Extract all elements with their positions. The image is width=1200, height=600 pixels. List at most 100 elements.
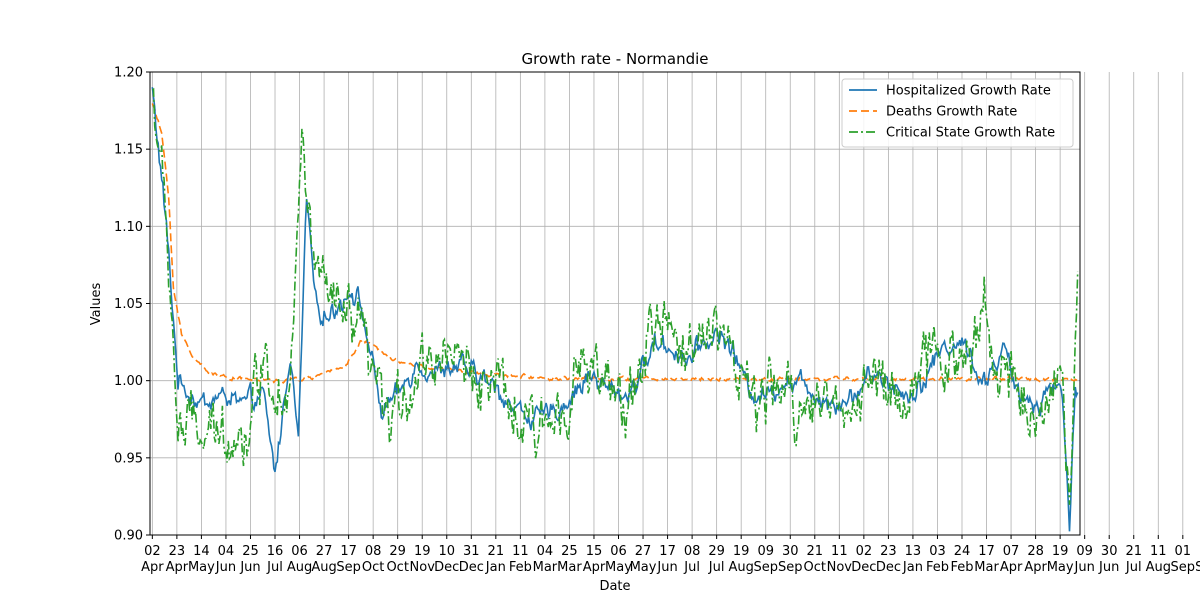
- x-tick-day: 02: [144, 544, 161, 559]
- x-tick-month: Sep: [336, 560, 361, 575]
- x-tick-day: 04: [537, 544, 554, 559]
- y-tick-label: 1.20: [114, 66, 143, 81]
- x-tick-month: Jun: [1074, 560, 1095, 575]
- x-tick-day: 30: [782, 544, 799, 559]
- y-axis: 0.90 0.95 1.00 1.05 1.10 1.15 1.20: [114, 66, 150, 544]
- x-tick-month: Jun: [215, 560, 236, 575]
- x-tick-month: Jul: [683, 560, 700, 575]
- y-axis-label: Values: [89, 283, 104, 326]
- x-tick-day: 30: [1101, 544, 1118, 559]
- x-tick-day: 21: [1125, 544, 1142, 559]
- x-tick-day: 21: [488, 544, 505, 559]
- x-tick-month: Aug: [287, 560, 312, 575]
- x-tick-month: Oct: [362, 560, 384, 575]
- x-tick-day: 16: [267, 544, 284, 559]
- series-line-1: [151, 103, 1079, 384]
- x-tick-month: Oct: [386, 560, 408, 575]
- x-tick-month: Mar: [974, 560, 999, 575]
- x-tick-day: 25: [242, 544, 259, 559]
- x-tick-day: 11: [512, 544, 529, 559]
- x-tick-month: Jan: [902, 560, 923, 575]
- x-tick-day: 19: [414, 544, 431, 559]
- x-tick-day: 06: [610, 544, 627, 559]
- y-tick-label: 1.00: [114, 374, 143, 389]
- x-tick-day: 24: [954, 544, 971, 559]
- x-tick-day: 10: [438, 544, 455, 559]
- x-tick-day: 23: [169, 544, 186, 559]
- x-tick-day: 06: [291, 544, 308, 559]
- x-tick-month: Jul: [1125, 560, 1142, 575]
- x-tick-day: 25: [561, 544, 578, 559]
- x-tick-month: Oct: [804, 560, 826, 575]
- x-tick-day: 08: [684, 544, 701, 559]
- x-tick-day: 09: [757, 544, 774, 559]
- x-tick-month: May: [630, 560, 657, 575]
- x-tick-month: Feb: [950, 560, 973, 575]
- x-tick-month: Sep: [778, 560, 803, 575]
- legend: Hospitalized Growth Rate Deaths Growth Ra…: [841, 78, 1074, 148]
- x-axis: 02Apr23Apr14May04Jun25Jun16Jul06Aug27Aug…: [141, 535, 1200, 575]
- x-tick-month: Feb: [926, 560, 949, 575]
- legend-box: [841, 78, 1074, 148]
- x-tick-day: 13: [905, 544, 922, 559]
- x-tick-month: Jan: [485, 560, 506, 575]
- x-tick-month: Jul: [266, 560, 283, 575]
- legend-label-2: Critical State Growth Rate: [886, 126, 1055, 141]
- x-tick-month: Aug: [728, 560, 753, 575]
- y-tick-label: 1.15: [114, 143, 143, 158]
- x-tick-day: 09: [1076, 544, 1093, 559]
- x-tick-day: 02: [856, 544, 873, 559]
- chart-title: Growth rate - Normandie: [521, 50, 708, 68]
- x-tick-month: Dec: [434, 560, 459, 575]
- legend-label-0: Hospitalized Growth Rate: [886, 84, 1051, 99]
- x-tick-month: Dec: [851, 560, 876, 575]
- x-tick-month: Jun: [656, 560, 677, 575]
- x-tick-day: 11: [831, 544, 848, 559]
- x-tick-month: Jul: [708, 560, 725, 575]
- x-tick-day: 17: [978, 544, 995, 559]
- x-tick-month: Mar: [533, 560, 558, 575]
- x-tick-day: 07: [1003, 544, 1020, 559]
- x-tick-day: 08: [365, 544, 382, 559]
- x-tick-month: Nov: [410, 560, 436, 575]
- x-tick-day: 27: [316, 544, 333, 559]
- x-tick-month: May: [1047, 560, 1074, 575]
- x-tick-month: Apr: [141, 560, 164, 575]
- series-line-2: [151, 87, 1079, 505]
- x-tick-day: 01: [1175, 544, 1192, 559]
- x-tick-month: Mar: [557, 560, 582, 575]
- x-tick-day: 11: [1150, 544, 1167, 559]
- x-tick-day: 27: [635, 544, 652, 559]
- x-tick-month: May: [188, 560, 215, 575]
- x-tick-day: 19: [733, 544, 750, 559]
- x-tick-day: 29: [389, 544, 406, 559]
- x-tick-day: 14: [193, 544, 210, 559]
- y-tick-label: 0.90: [114, 529, 143, 544]
- x-tick-day: 15: [586, 544, 603, 559]
- x-tick-day: 19: [1052, 544, 1069, 559]
- x-tick-month: Apr: [1024, 560, 1047, 575]
- legend-label-1: Deaths Growth Rate: [886, 105, 1017, 120]
- x-tick-day: 21: [807, 544, 824, 559]
- x-tick-day: 23: [880, 544, 897, 559]
- x-tick-month: Apr: [166, 560, 189, 575]
- x-tick-month: Sep: [753, 560, 778, 575]
- x-tick-day: 31: [463, 544, 480, 559]
- x-tick-day: 29: [708, 544, 725, 559]
- x-tick-month: Jun: [1098, 560, 1119, 575]
- x-tick-month: Sep: [1195, 560, 1200, 575]
- x-axis-label: Date: [599, 579, 630, 594]
- x-tick-month: Jun: [239, 560, 260, 575]
- x-tick-month: Aug: [1146, 560, 1171, 575]
- x-tick-month: Feb: [509, 560, 532, 575]
- series-layer: [151, 87, 1079, 532]
- x-tick-month: Aug: [311, 560, 336, 575]
- x-tick-month: Apr: [583, 560, 606, 575]
- x-tick-day: 28: [1027, 544, 1044, 559]
- x-tick-month: May: [605, 560, 632, 575]
- x-tick-month: Sep: [1171, 560, 1196, 575]
- y-tick-label: 1.05: [114, 297, 143, 312]
- x-tick-day: 03: [929, 544, 946, 559]
- x-tick-month: Dec: [876, 560, 901, 575]
